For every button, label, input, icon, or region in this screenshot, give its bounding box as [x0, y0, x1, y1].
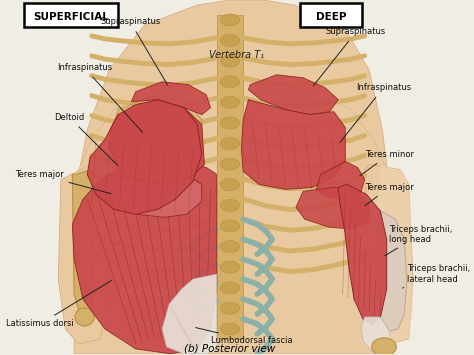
Text: Teres major: Teres major	[365, 183, 413, 206]
Polygon shape	[338, 184, 387, 324]
Polygon shape	[296, 187, 369, 229]
Polygon shape	[74, 100, 166, 200]
Polygon shape	[378, 209, 407, 331]
Polygon shape	[74, 0, 391, 354]
Text: Lumbodorsal fascia: Lumbodorsal fascia	[196, 328, 293, 345]
Text: Infraspinatus: Infraspinatus	[340, 83, 411, 142]
Ellipse shape	[220, 220, 240, 232]
Polygon shape	[105, 174, 202, 217]
Polygon shape	[217, 15, 243, 339]
FancyBboxPatch shape	[301, 3, 362, 27]
Ellipse shape	[372, 338, 396, 355]
Polygon shape	[248, 75, 338, 115]
Text: DEEP: DEEP	[316, 12, 346, 22]
Ellipse shape	[220, 117, 240, 129]
Polygon shape	[131, 82, 210, 115]
Ellipse shape	[220, 34, 240, 47]
Ellipse shape	[220, 55, 240, 67]
Text: Vertebra T₁: Vertebra T₁	[210, 50, 264, 60]
Text: Teres minor: Teres minor	[360, 150, 414, 176]
Polygon shape	[299, 100, 391, 200]
Ellipse shape	[220, 323, 240, 335]
Ellipse shape	[220, 282, 240, 294]
Polygon shape	[58, 164, 109, 344]
Text: Latissimus dorsi: Latissimus dorsi	[6, 280, 111, 328]
Ellipse shape	[220, 96, 240, 108]
Polygon shape	[162, 274, 217, 354]
Ellipse shape	[220, 302, 240, 314]
Polygon shape	[316, 162, 365, 200]
Ellipse shape	[220, 241, 240, 252]
Text: SUPERFICIAL: SUPERFICIAL	[34, 12, 109, 22]
Polygon shape	[109, 95, 202, 204]
Ellipse shape	[220, 14, 240, 26]
Polygon shape	[87, 100, 202, 214]
Ellipse shape	[220, 137, 240, 149]
Polygon shape	[109, 100, 204, 184]
Text: (b) Posterior view: (b) Posterior view	[184, 344, 275, 354]
Text: Triceps brachii,
lateral head: Triceps brachii, lateral head	[402, 264, 470, 288]
Polygon shape	[365, 164, 413, 344]
Polygon shape	[361, 317, 391, 351]
Polygon shape	[378, 164, 413, 344]
Text: Teres major: Teres major	[15, 170, 111, 193]
Text: Infraspinatus: Infraspinatus	[57, 63, 143, 132]
Text: Deltoid: Deltoid	[55, 113, 118, 165]
Text: Triceps brachii,
long head: Triceps brachii, long head	[385, 225, 453, 256]
Text: Supraspinatus: Supraspinatus	[100, 17, 168, 85]
Ellipse shape	[220, 261, 240, 273]
Text: Supraspinatus: Supraspinatus	[314, 27, 386, 86]
FancyBboxPatch shape	[24, 3, 118, 27]
Polygon shape	[241, 100, 345, 189]
Ellipse shape	[220, 158, 240, 170]
Ellipse shape	[220, 200, 240, 211]
Ellipse shape	[75, 308, 94, 326]
Ellipse shape	[220, 179, 240, 191]
Polygon shape	[73, 159, 217, 354]
Polygon shape	[73, 169, 93, 319]
Ellipse shape	[220, 76, 240, 88]
